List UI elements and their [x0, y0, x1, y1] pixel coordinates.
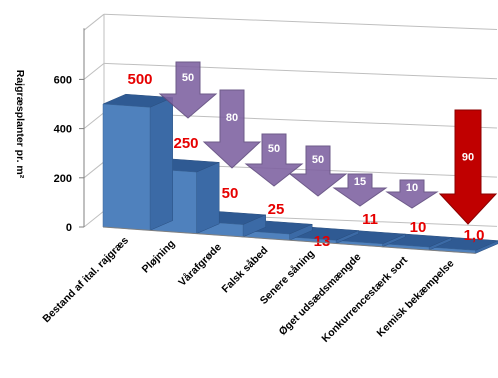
reduction-arrow: 50: [244, 133, 304, 187]
gridline: [103, 13, 498, 31]
reduction-arrow: 10: [385, 179, 439, 209]
data-label: 11: [362, 211, 378, 228]
reduction-arrows: 50 80 50 50 15 10 90: [158, 61, 498, 225]
data-label: 250: [173, 135, 198, 152]
gridline-side: [83, 63, 105, 80]
x-axis-line: [102, 226, 476, 254]
y-tick-label: 600: [54, 74, 72, 86]
y-tick-label: 400: [54, 124, 72, 136]
reduction-arrow: 90: [438, 109, 498, 225]
gridline: [103, 62, 498, 80]
arrow-shape: [385, 179, 439, 209]
data-label: 25: [268, 201, 285, 218]
y-tick-label: 200: [54, 173, 72, 185]
value-labels: 500 250 50 25 13 11 10 1,0: [127, 71, 484, 250]
reduction-arrow: 80: [202, 89, 262, 169]
arrow-shape: [332, 173, 388, 207]
arrow-label: 10: [406, 182, 418, 194]
data-label: 50: [222, 185, 239, 202]
bar-front: [102, 103, 151, 231]
arrow-shape: [438, 109, 498, 225]
reduction-arrow: 50: [288, 145, 348, 197]
arrow-shape: [158, 61, 218, 119]
reduction-arrow: 50: [158, 61, 218, 119]
gridline-side: [83, 161, 105, 179]
x-tick-label: Vårafgrøde: [176, 241, 224, 289]
arrow-label: 90: [462, 151, 474, 163]
arrow-label: 50: [268, 143, 280, 155]
gridline-side: [83, 112, 105, 129]
bar-side: [196, 161, 220, 235]
bars: [102, 93, 498, 254]
arrow-label: 80: [226, 112, 238, 124]
arrow-shape: [288, 145, 348, 197]
x-tick-label: Falsk såbed: [219, 244, 270, 295]
gridline-side: [83, 13, 105, 31]
data-label: 500: [127, 71, 152, 88]
arrow-label: 15: [354, 176, 366, 188]
x-tick-label: Bestand af ital. rajgræs: [40, 234, 131, 325]
x-tick-label: Pløjning: [140, 238, 178, 276]
data-label: 1,0: [464, 227, 485, 244]
bar-side: [149, 97, 173, 231]
bar: [102, 93, 173, 231]
data-label: 10: [410, 219, 427, 236]
y-tick-label: 0: [66, 222, 72, 234]
y-axis-label: Rajgræsplanter pr. m²: [14, 70, 26, 179]
reduction-arrow: 15: [332, 173, 388, 207]
arrow-shape: [202, 89, 262, 169]
arrow-label: 50: [312, 154, 324, 166]
gridline-side: [83, 210, 105, 228]
arrow-shape: [244, 133, 304, 187]
arrow-label: 50: [182, 72, 194, 84]
x-tick-label: Konkurrencestærk sort: [319, 254, 410, 345]
x-tick-label: Øget udsædsmængde: [277, 251, 364, 338]
data-label: 13: [314, 233, 331, 250]
